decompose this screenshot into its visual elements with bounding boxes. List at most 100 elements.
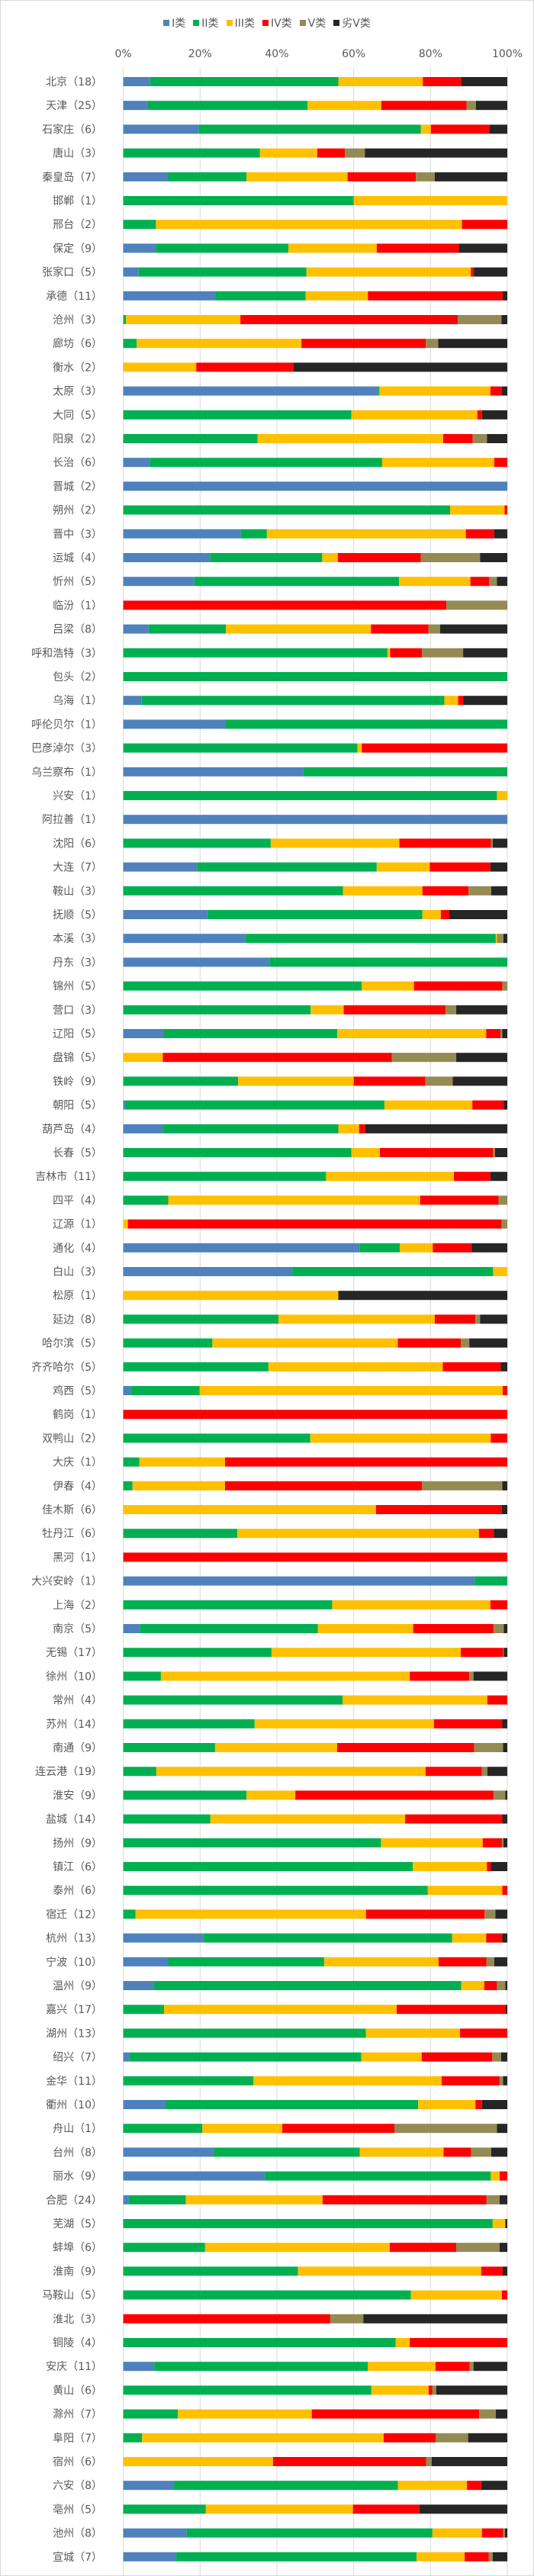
bar-segment-series-1 [123,1100,126,1110]
bar-segment-series-1 [123,101,147,111]
category-label: 南京（5） [53,1623,102,1635]
bar-segment-series-3 [246,1790,296,1800]
bar-segment-series-3 [271,1648,462,1658]
bar-segment-series-2 [123,672,507,681]
bar-segment-series-3 [381,1838,483,1848]
bar-segment-series-6 [456,1005,507,1015]
x-tick-label: 20% [188,48,212,60]
x-tick-label: 100% [492,48,523,60]
bar-segment-series-2 [123,196,354,205]
bar-segment-series-3 [246,172,348,182]
bar-segment-series-6 [439,624,507,634]
category-label: 衡水（2） [53,362,102,374]
bar-segment-series-3 [326,1172,455,1182]
bar-segment-series-5 [420,553,481,562]
bar-segment-series-6 [501,386,507,396]
category-label: 牡丹江（6） [42,1528,102,1540]
category-label: 温州（9） [53,1980,102,1992]
bar-segment-series-2 [123,838,271,848]
bar-segment-series-6 [497,577,507,587]
category-label: 铁岭（9） [53,1076,102,1088]
bar-segment-series-1 [123,553,211,562]
bar-segment-series-3 [126,315,241,324]
bar-segment-series-2 [176,2552,417,2562]
bar-segment-series-3 [307,101,381,111]
bar-segment-series-3 [317,1624,413,1633]
category-label: 包头（2） [53,671,102,683]
bar-segment-series-2 [474,1576,507,1586]
bar-segment-series-1 [123,719,227,729]
bar-segment-series-2 [123,886,343,896]
bar-segment-series-3 [305,291,368,301]
bar-segment-series-1 [123,529,241,539]
bar-segment-series-4 [362,743,507,753]
bar-segment-series-6 [503,1743,507,1752]
x-tick-label: 60% [342,48,365,60]
category-label: 大同（5） [53,410,102,422]
bar-segment-series-3 [310,1433,491,1443]
bar-segment-series-5 [500,1029,503,1038]
bar-segment-series-3 [202,2124,283,2134]
bar-segment-series-1 [123,1386,131,1395]
bar-segment-series-3 [461,1981,484,1990]
bar-segment-series-6 [487,434,507,443]
bar-segment-series-3 [357,743,362,753]
bar-segment-series-2 [245,934,496,944]
bar-segment-series-4 [467,2481,481,2491]
bar-segment-series-2 [123,434,258,443]
bar-segment-series-3 [410,2290,502,2300]
bar-segment-series-2 [123,1909,136,1919]
x-tick-label: 40% [265,48,288,60]
bar-segment-series-2 [240,529,267,539]
bar-segment-series-3 [123,1219,128,1229]
bar-segment-series-4 [127,1219,502,1229]
bar-segment-series-5 [458,315,502,324]
bar-segment-series-2 [226,719,507,729]
bar-segment-series-2 [123,1529,238,1539]
bar-segment-series-5 [501,1219,507,1229]
bar-segment-series-6 [490,862,507,872]
bar-segment-series-3 [204,2243,390,2253]
bar-segment-series-4 [438,1957,487,1967]
category-label: 阜阳（7） [53,2432,102,2445]
bar-segment-series-6 [458,243,507,253]
bar-segment-series-6 [365,1124,507,1134]
bar-segment-series-4 [383,2433,436,2443]
bar-segment-series-4 [381,101,467,111]
bar-segment-series-4 [343,1005,446,1015]
bar-segment-series-2 [123,2005,164,2015]
bar-segment-series-4 [389,2243,457,2253]
bar-segment-series-5 [345,148,365,158]
bar-segment-series-3 [123,2457,273,2466]
bar-segment-series-2 [265,2171,491,2181]
category-label: 宁波（10） [46,1956,102,1969]
bar-segment-series-1 [123,2528,187,2538]
bar-segment-series-4 [502,1386,507,1395]
category-label: 乌海（1） [53,695,102,707]
bar-segment-series-3 [444,696,458,706]
category-label: 徐州（10） [46,1671,102,1683]
category-label: 扬州（9） [53,1838,102,1850]
bar-segment-series-4 [433,1243,472,1253]
bar-segment-series-3 [351,410,478,420]
category-label: 盐城（14） [46,1814,102,1826]
category-label: 延边（8） [53,1314,102,1326]
category-label: 舟山（1） [53,2123,102,2135]
legend-swatch [299,20,306,26]
bar-segment-series-6 [491,886,507,896]
bar-segment-series-4 [460,2028,507,2038]
bar-segment-series-3 [212,1338,398,1348]
bar-segment-series-3 [142,2433,384,2443]
bar-segment-series-4 [429,862,491,872]
bar-segment-series-4 [410,1671,470,1681]
bar-segment-series-6 [452,1076,507,1086]
category-label: 佳木斯（6） [42,1504,102,1516]
bar-segment-series-5 [498,1195,507,1205]
bar-segment-series-2 [129,2052,362,2062]
bar-segment-series-2 [207,910,423,919]
bar-segment-series-1 [123,172,169,182]
bar-segment-series-2 [213,2147,360,2157]
category-label: 大兴安岭（1） [31,1576,102,1588]
legend-label: V类 [307,18,327,30]
bar-segment-series-6 [481,410,507,420]
